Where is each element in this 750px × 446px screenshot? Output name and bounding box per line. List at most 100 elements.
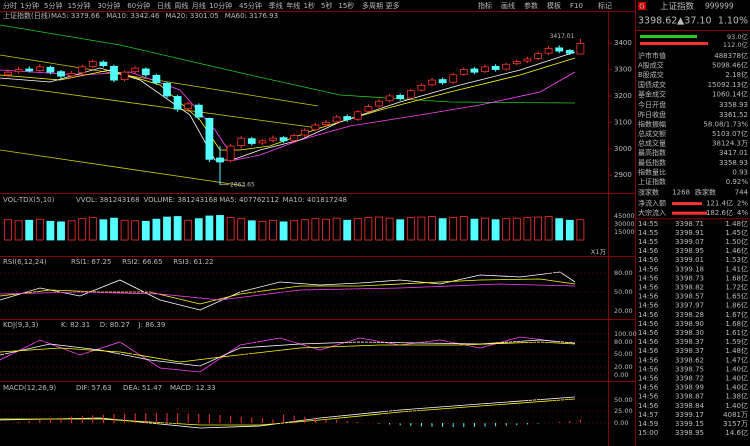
candle-body <box>279 137 288 142</box>
y-tick-label: 45000 <box>614 212 635 220</box>
tick-price: 3398.73 <box>675 274 704 282</box>
candle-body <box>152 74 161 84</box>
indicator-label: MA5: 407762112 <box>219 196 279 204</box>
volume-bar <box>428 216 436 241</box>
y-tick-label: 3100 <box>614 118 632 126</box>
tick-time: 14:56 <box>638 375 659 383</box>
candle-body <box>534 53 542 59</box>
stat-label: 昨日收盘 <box>638 110 666 119</box>
period-tab: 多周期 <box>362 1 383 10</box>
candle-body <box>46 67 55 73</box>
y-tick-label: 3200 <box>614 92 632 100</box>
candle-body <box>449 74 458 83</box>
tick-price: 3398.71 <box>675 220 704 228</box>
candle-body <box>396 95 405 99</box>
period-tab: 周线 <box>174 1 188 10</box>
tick-price: 3399.07 <box>675 238 704 246</box>
candle-body <box>57 71 65 77</box>
tick-price: 3398.99 <box>675 384 704 392</box>
volume-bar <box>364 217 373 241</box>
indicator-label: DEA: 51.47 <box>123 384 162 392</box>
unit-label: X1万 <box>591 248 607 256</box>
sell-bar <box>640 42 708 45</box>
candle-body <box>481 66 489 73</box>
tick-volume: 1.40亿 <box>725 383 748 392</box>
candle-body <box>544 48 553 54</box>
stat-value: 3358.93 <box>719 159 748 167</box>
volume-bar <box>332 217 341 241</box>
tick-time: 14:55 <box>638 238 658 246</box>
tick-time: 14:56 <box>638 356 659 364</box>
candle-body <box>375 100 383 107</box>
volume-bar <box>4 219 12 241</box>
candle-body <box>332 116 341 123</box>
tick-volume: 4081万 <box>723 411 748 419</box>
period-tab: 10分钟 <box>209 1 232 10</box>
tick-price: 3398.37 <box>675 338 704 346</box>
volume-bar <box>502 218 511 241</box>
badge-letter: G <box>639 3 644 11</box>
volume-bar <box>88 217 97 241</box>
y-tick-label: 80.00 <box>614 338 633 346</box>
candle-body <box>428 79 436 86</box>
period-tab: 分时 <box>3 1 17 10</box>
stat-value: 1060.14亿 <box>712 89 748 98</box>
y-tick-label: 80.00 <box>614 269 633 277</box>
indicator-label: VOLUME: 381243168 <box>144 196 218 204</box>
period-tab: 日线 <box>157 1 171 10</box>
candle-body <box>131 67 140 73</box>
y-tick-label: 50.00 <box>614 396 633 404</box>
period-tab: 季线 <box>269 1 283 10</box>
tick-price: 3398.30 <box>675 329 704 337</box>
volume-bar <box>205 215 214 241</box>
volume-bar <box>141 220 150 241</box>
candle-body <box>491 65 500 70</box>
tick-time: 14:56 <box>638 284 659 292</box>
y-tick-label: 0.00 <box>614 419 628 427</box>
volume-bar <box>216 215 224 241</box>
volume-bar <box>353 218 362 241</box>
tick-price: 3398.84 <box>675 402 704 410</box>
volume-bar <box>110 217 118 241</box>
tick-price: 3398.28 <box>675 311 704 319</box>
tick-volume: 1.45亿 <box>725 228 748 237</box>
volume-bar <box>279 221 288 241</box>
dea-line <box>0 398 576 426</box>
badge <box>638 2 646 10</box>
rsi1-line <box>0 271 576 311</box>
main-overlays <box>0 24 576 187</box>
candle-body <box>194 104 203 118</box>
tick-time: 14:56 <box>638 274 659 282</box>
stat-value: 3358.93 <box>719 101 748 109</box>
candle-body <box>258 140 267 144</box>
volume-bar <box>375 216 383 241</box>
tick-time: 14:56 <box>638 247 659 255</box>
rsi-lines <box>0 271 576 311</box>
indicator-label: MACD: 12.33 <box>170 384 216 392</box>
y-tick-label: 20.00 <box>614 363 633 371</box>
stat-value: 3361.52 <box>719 111 748 119</box>
tick-volume: 1.46亿 <box>725 246 748 255</box>
tool-button: 画线 <box>501 1 515 10</box>
stat-label: 指数振幅 <box>638 119 666 128</box>
k-line <box>0 339 576 367</box>
tick-time: 14:56 <box>638 329 659 337</box>
indicator-label: D: 80.27 <box>100 321 130 329</box>
y-tick-label: 100.00 <box>614 330 637 338</box>
candle-body <box>417 84 426 91</box>
breadth-label: 涨家数 <box>638 188 659 197</box>
volume-bar <box>194 218 203 241</box>
indicator-label: RSI2: 66.65 <box>122 258 162 266</box>
tick-volume: 1.65亿 <box>725 292 748 301</box>
stat-label: 指数量比 <box>638 167 666 176</box>
volume-bar <box>438 218 447 241</box>
tick-price: 3398.87 <box>675 393 704 401</box>
candle-body <box>99 61 108 66</box>
stat-label: A股成交 <box>638 61 664 70</box>
volume-bar <box>512 217 521 241</box>
period-tab: 月线 <box>192 1 206 10</box>
indicator-label: RSI1: 67.25 <box>71 258 111 266</box>
tool-button: F10 <box>570 2 583 10</box>
tick-time: 14:56 <box>638 293 659 301</box>
candle-body <box>322 121 330 125</box>
